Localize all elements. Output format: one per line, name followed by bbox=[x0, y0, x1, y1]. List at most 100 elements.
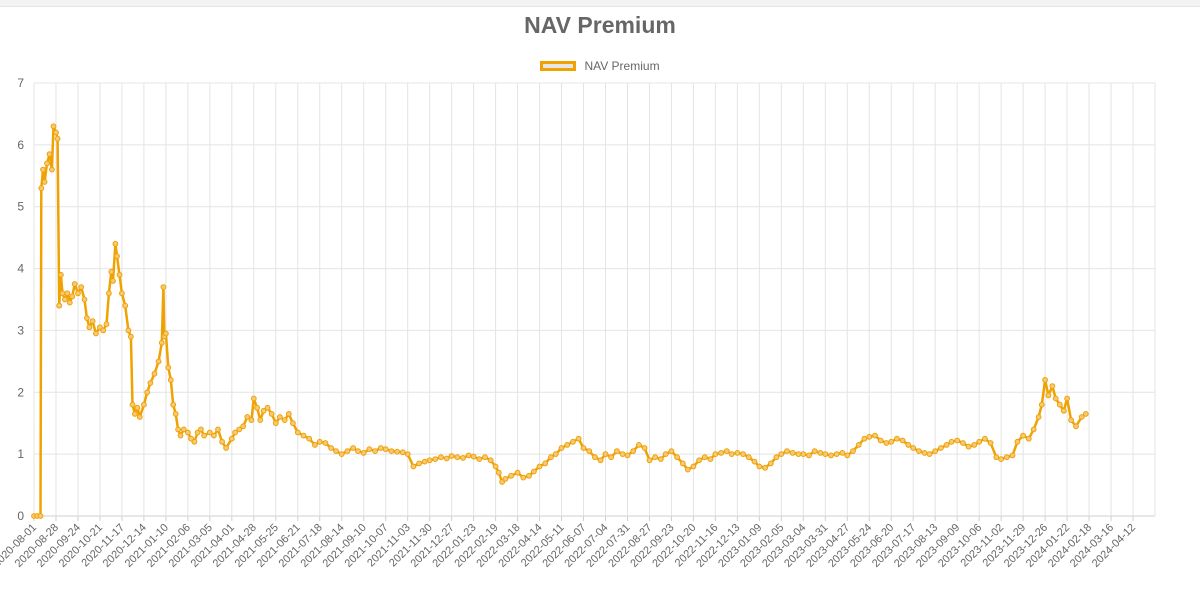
data-point[interactable] bbox=[66, 299, 73, 306]
data-point[interactable] bbox=[636, 442, 642, 448]
data-point[interactable] bbox=[1049, 383, 1056, 390]
data-point[interactable] bbox=[404, 451, 411, 458]
data-point[interactable] bbox=[312, 442, 318, 448]
data-point[interactable] bbox=[684, 466, 691, 473]
data-point[interactable] bbox=[921, 450, 928, 456]
data-point[interactable] bbox=[454, 454, 461, 461]
data-point[interactable] bbox=[54, 135, 61, 142]
data-point[interactable] bbox=[49, 166, 55, 173]
data-point[interactable] bbox=[350, 445, 357, 451]
data-point[interactable] bbox=[144, 389, 151, 396]
data-point[interactable] bbox=[294, 429, 301, 436]
data-point[interactable] bbox=[795, 451, 802, 458]
data-point[interactable] bbox=[916, 448, 922, 455]
data-point[interactable] bbox=[191, 438, 198, 445]
data-point[interactable] bbox=[206, 429, 213, 436]
data-point[interactable] bbox=[158, 339, 165, 346]
data-point[interactable] bbox=[248, 417, 255, 424]
data-point[interactable] bbox=[762, 464, 768, 471]
data-point[interactable] bbox=[520, 474, 527, 481]
data-point[interactable] bbox=[592, 454, 598, 461]
data-point[interactable] bbox=[272, 420, 279, 427]
data-point[interactable] bbox=[268, 411, 275, 417]
data-point[interactable] bbox=[960, 440, 966, 446]
data-point[interactable] bbox=[78, 284, 85, 291]
data-point[interactable] bbox=[679, 460, 686, 467]
data-point[interactable] bbox=[701, 454, 708, 461]
data-point[interactable] bbox=[426, 457, 433, 464]
data-point[interactable] bbox=[932, 448, 939, 455]
data-point[interactable] bbox=[976, 438, 983, 445]
data-point[interactable] bbox=[1009, 452, 1016, 459]
data-point[interactable] bbox=[257, 417, 264, 424]
data-point[interactable] bbox=[53, 129, 59, 136]
data-point[interactable] bbox=[201, 432, 208, 439]
data-point[interactable] bbox=[938, 445, 944, 451]
data-point[interactable] bbox=[100, 327, 107, 334]
data-point[interactable] bbox=[410, 463, 417, 470]
data-point[interactable] bbox=[155, 358, 162, 365]
data-point[interactable] bbox=[971, 442, 978, 448]
data-point[interactable] bbox=[86, 324, 93, 331]
data-point[interactable] bbox=[822, 451, 829, 458]
data-point[interactable] bbox=[254, 404, 261, 411]
data-point[interactable] bbox=[948, 438, 955, 445]
data-point[interactable] bbox=[58, 271, 64, 278]
data-point[interactable] bbox=[508, 472, 515, 479]
data-point[interactable] bbox=[641, 445, 648, 451]
data-point[interactable] bbox=[1042, 377, 1048, 383]
data-point[interactable] bbox=[129, 401, 136, 408]
data-point[interactable] bbox=[888, 438, 895, 445]
data-point[interactable] bbox=[141, 401, 147, 408]
data-point[interactable] bbox=[718, 450, 724, 456]
data-point[interactable] bbox=[1003, 454, 1010, 461]
data-point[interactable] bbox=[861, 435, 868, 442]
data-point[interactable] bbox=[899, 437, 906, 444]
data-point[interactable] bbox=[285, 411, 292, 417]
data-point[interactable] bbox=[338, 451, 345, 458]
data-point[interactable] bbox=[817, 450, 824, 456]
data-point[interactable] bbox=[866, 433, 873, 440]
data-point[interactable] bbox=[614, 448, 620, 455]
data-point[interactable] bbox=[833, 451, 840, 458]
data-point[interactable] bbox=[112, 240, 119, 247]
data-point[interactable] bbox=[260, 407, 267, 414]
data-point[interactable] bbox=[740, 451, 746, 458]
data-point[interactable] bbox=[1056, 401, 1063, 408]
data-point[interactable] bbox=[119, 290, 125, 297]
data-point[interactable] bbox=[170, 401, 177, 408]
data-point[interactable] bbox=[114, 253, 120, 260]
data-point[interactable] bbox=[316, 438, 323, 445]
data-point[interactable] bbox=[366, 446, 373, 453]
data-point[interactable] bbox=[69, 293, 76, 300]
data-point[interactable] bbox=[1035, 414, 1042, 420]
data-point[interactable] bbox=[416, 460, 423, 467]
data-point[interactable] bbox=[56, 302, 63, 309]
data-point[interactable] bbox=[690, 463, 697, 470]
data-point[interactable] bbox=[1082, 411, 1089, 417]
data-point[interactable] bbox=[277, 414, 283, 420]
data-point[interactable] bbox=[108, 268, 115, 275]
data-point[interactable] bbox=[1025, 435, 1032, 442]
data-point[interactable] bbox=[806, 452, 812, 459]
data-point[interactable] bbox=[219, 438, 226, 445]
data-point[interactable] bbox=[526, 472, 532, 479]
data-point[interactable] bbox=[81, 296, 88, 303]
data-point[interactable] bbox=[175, 426, 182, 433]
data-point[interactable] bbox=[476, 456, 483, 463]
data-point[interactable] bbox=[811, 448, 818, 455]
data-point[interactable] bbox=[586, 448, 593, 455]
legend-label[interactable]: NAV Premium bbox=[584, 59, 660, 73]
data-point[interactable] bbox=[558, 445, 565, 451]
data-point[interactable] bbox=[734, 450, 741, 456]
data-point[interactable] bbox=[712, 451, 719, 458]
data-point[interactable] bbox=[646, 457, 653, 464]
data-point[interactable] bbox=[767, 460, 774, 467]
data-point[interactable] bbox=[872, 432, 878, 439]
data-point[interactable] bbox=[132, 411, 138, 417]
data-point[interactable] bbox=[448, 453, 455, 459]
data-point[interactable] bbox=[657, 456, 664, 463]
data-point[interactable] bbox=[894, 435, 900, 442]
data-point[interactable] bbox=[850, 448, 856, 455]
data-point[interactable] bbox=[89, 318, 96, 325]
